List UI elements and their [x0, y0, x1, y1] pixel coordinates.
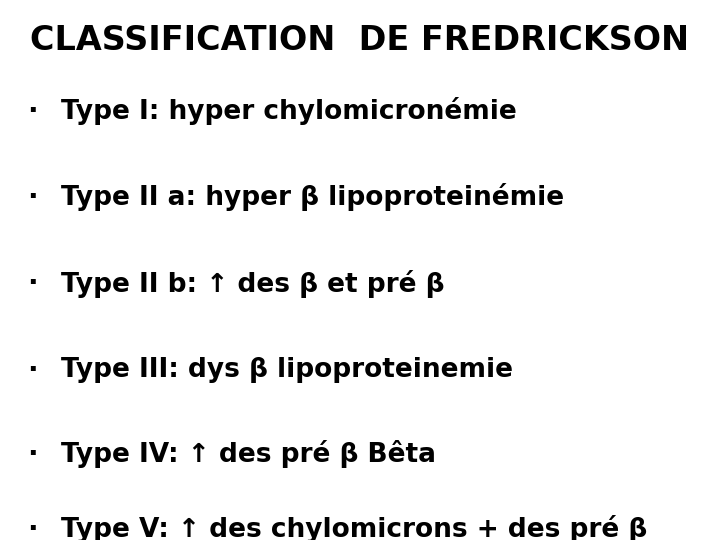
Text: ·: · — [27, 356, 37, 384]
Text: Type II b: ↑ des β et pré β: Type II b: ↑ des β et pré β — [61, 269, 445, 298]
Text: ·: · — [27, 440, 37, 468]
Text: Type V: ↑ des chylomicrons + des pré β: Type V: ↑ des chylomicrons + des pré β — [61, 515, 647, 540]
Text: ·: · — [27, 97, 37, 125]
Text: Type I: hyper chylomicronémie: Type I: hyper chylomicronémie — [61, 97, 517, 125]
Text: Type IV: ↑ des pré β Bêta: Type IV: ↑ des pré β Bêta — [61, 440, 436, 468]
Text: ·: · — [27, 269, 37, 298]
Text: Type II a: hyper β lipoproteinémie: Type II a: hyper β lipoproteinémie — [61, 183, 564, 211]
Text: Type III: dys β lipoproteinemie: Type III: dys β lipoproteinemie — [61, 357, 513, 383]
Text: CLASSIFICATION  DE FREDRICKSON: CLASSIFICATION DE FREDRICKSON — [30, 24, 690, 57]
Text: ·: · — [27, 183, 37, 211]
Text: ·: · — [27, 515, 37, 540]
